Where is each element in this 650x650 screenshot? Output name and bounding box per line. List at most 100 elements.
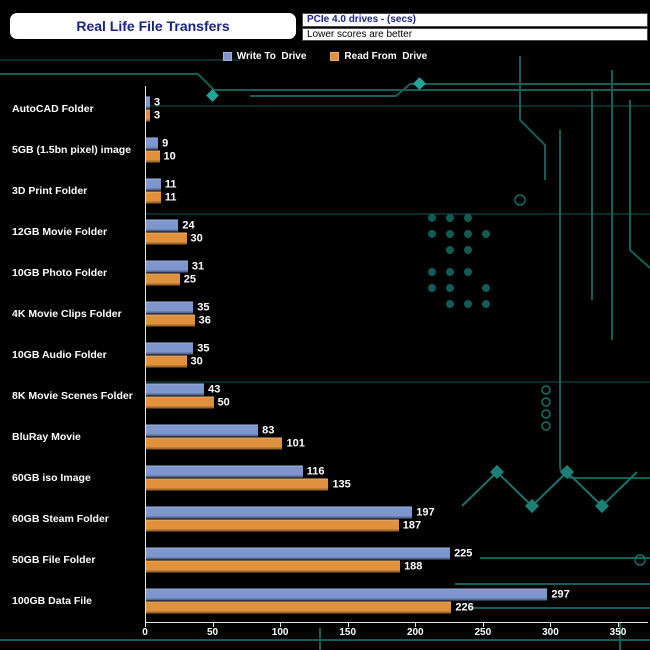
read-bar bbox=[146, 314, 195, 327]
bar-pair: 35 36 bbox=[146, 301, 211, 327]
category-label: 10GB Audio Folder bbox=[12, 349, 107, 361]
category-group: 60GB iso Image 116 135 bbox=[0, 458, 650, 499]
bar-row: 188 bbox=[146, 560, 472, 573]
write-bar bbox=[146, 342, 194, 355]
value-label: 30 bbox=[190, 232, 203, 245]
write-bar bbox=[146, 506, 413, 519]
legend-label-write: Write To Drive bbox=[236, 51, 307, 62]
value-label: 11 bbox=[164, 178, 177, 191]
value-label: 50 bbox=[217, 396, 230, 409]
bar-row: 35 bbox=[146, 342, 210, 355]
read-bar bbox=[146, 478, 329, 491]
x-axis-line bbox=[145, 622, 648, 623]
category-group: 10GB Photo Folder 31 25 bbox=[0, 252, 650, 293]
write-bar bbox=[146, 301, 194, 314]
category-group: 3D Print Folder 11 11 bbox=[0, 170, 650, 211]
category-group: 50GB File Folder 225 188 bbox=[0, 540, 650, 581]
value-label: 35 bbox=[197, 301, 210, 314]
value-label: 188 bbox=[404, 560, 423, 573]
category-label: 50GB File Folder bbox=[12, 554, 96, 567]
category-label: BluRay Movie bbox=[12, 431, 81, 444]
category-label: 12GB Movie Folder bbox=[12, 225, 108, 238]
legend-label-read: Read From Drive bbox=[344, 51, 428, 62]
value-label: 24 bbox=[182, 219, 195, 232]
write-bar bbox=[146, 588, 548, 601]
category-group: AutoCAD Folder 3 3 bbox=[0, 88, 650, 129]
bar-row: 36 bbox=[146, 314, 211, 327]
category-group: BluRay Movie 83 101 bbox=[0, 417, 650, 458]
write-bar bbox=[146, 547, 451, 560]
value-label: 187 bbox=[402, 519, 422, 532]
write-bar bbox=[146, 219, 179, 232]
write-series-swatch bbox=[222, 52, 232, 61]
bar-row: 83 bbox=[146, 424, 305, 437]
value-label: 135 bbox=[332, 478, 351, 491]
bar-row: 35 bbox=[146, 301, 211, 314]
value-label: 25 bbox=[183, 273, 197, 286]
category-label: 3D Print Folder bbox=[12, 184, 88, 197]
bar-pair: 11 11 bbox=[146, 178, 177, 204]
read-bar bbox=[146, 601, 452, 614]
category-label: 60GB iso Image bbox=[12, 472, 91, 485]
bar-row: 225 bbox=[146, 547, 472, 560]
read-bar bbox=[146, 109, 151, 122]
bar-pair: 24 30 bbox=[146, 219, 203, 245]
page-title: Real Life File Transfers bbox=[10, 13, 296, 39]
value-label: 9 bbox=[162, 137, 169, 150]
write-bar bbox=[146, 424, 259, 437]
bar-pair: 297 226 bbox=[146, 588, 570, 614]
value-label: 197 bbox=[416, 506, 435, 519]
category-group: 5GB (1.5bn pixel) image 9 10 bbox=[0, 129, 650, 170]
value-label: 11 bbox=[164, 191, 177, 204]
bar-row: 25 bbox=[146, 273, 204, 286]
value-label: 3 bbox=[154, 109, 161, 122]
value-label: 10 bbox=[163, 150, 176, 163]
bar-pair: 43 50 bbox=[146, 383, 230, 409]
category-group: 12GB Movie Folder 24 30 bbox=[0, 211, 650, 252]
chart-note: Lower scores are better bbox=[302, 28, 648, 41]
bar-pair: 116 135 bbox=[146, 465, 351, 491]
bar-row: 24 bbox=[146, 219, 203, 232]
write-bar bbox=[146, 260, 188, 273]
category-label: 100GB Data File bbox=[12, 595, 92, 608]
category-group: 10GB Audio Folder 35 30 bbox=[0, 334, 650, 375]
bar-pair: 225 188 bbox=[146, 547, 472, 573]
read-bar bbox=[146, 519, 399, 532]
value-label: 30 bbox=[190, 355, 203, 368]
bar-row: 43 bbox=[146, 383, 230, 396]
category-label: AutoCAD Folder bbox=[12, 102, 94, 115]
category-group: 8K Movie Scenes Folder 43 50 bbox=[0, 376, 650, 417]
write-bar bbox=[146, 137, 159, 150]
category-label: 5GB (1.5bn pixel) image bbox=[12, 143, 132, 156]
y-axis-line bbox=[145, 86, 146, 623]
bar-pair: 83 101 bbox=[146, 424, 305, 450]
read-bar bbox=[146, 437, 283, 450]
value-label: 116 bbox=[306, 465, 325, 478]
bar-row: 31 bbox=[146, 260, 204, 273]
value-label: 3 bbox=[154, 96, 161, 109]
bar-row: 9 bbox=[146, 137, 176, 150]
legend: Write To Drive Read From Drive bbox=[0, 51, 650, 62]
value-label: 83 bbox=[262, 424, 275, 437]
legend-item-write: Write To Drive bbox=[222, 51, 307, 62]
category-label: 4K Movie Clips Folder bbox=[12, 307, 122, 320]
value-label: 101 bbox=[286, 437, 305, 450]
read-bar bbox=[146, 191, 161, 204]
category-label: 8K Movie Scenes Folder bbox=[12, 390, 133, 403]
category-label: 10GB Photo Folder bbox=[12, 266, 108, 279]
bar-row: 30 bbox=[146, 355, 210, 368]
legend-item-read: Read From Drive bbox=[330, 51, 427, 62]
bar-row: 135 bbox=[146, 478, 351, 491]
read-series-swatch bbox=[330, 52, 340, 61]
bar-row: 10 bbox=[146, 150, 176, 163]
value-label: 43 bbox=[208, 383, 221, 396]
category-group: 60GB Steam Folder 197 187 bbox=[0, 499, 650, 540]
value-label: 36 bbox=[198, 314, 211, 327]
bar-row: 3 bbox=[146, 96, 161, 109]
bar-row: 101 bbox=[146, 437, 305, 450]
bar-row: 11 bbox=[146, 191, 177, 204]
write-bar bbox=[146, 96, 151, 109]
